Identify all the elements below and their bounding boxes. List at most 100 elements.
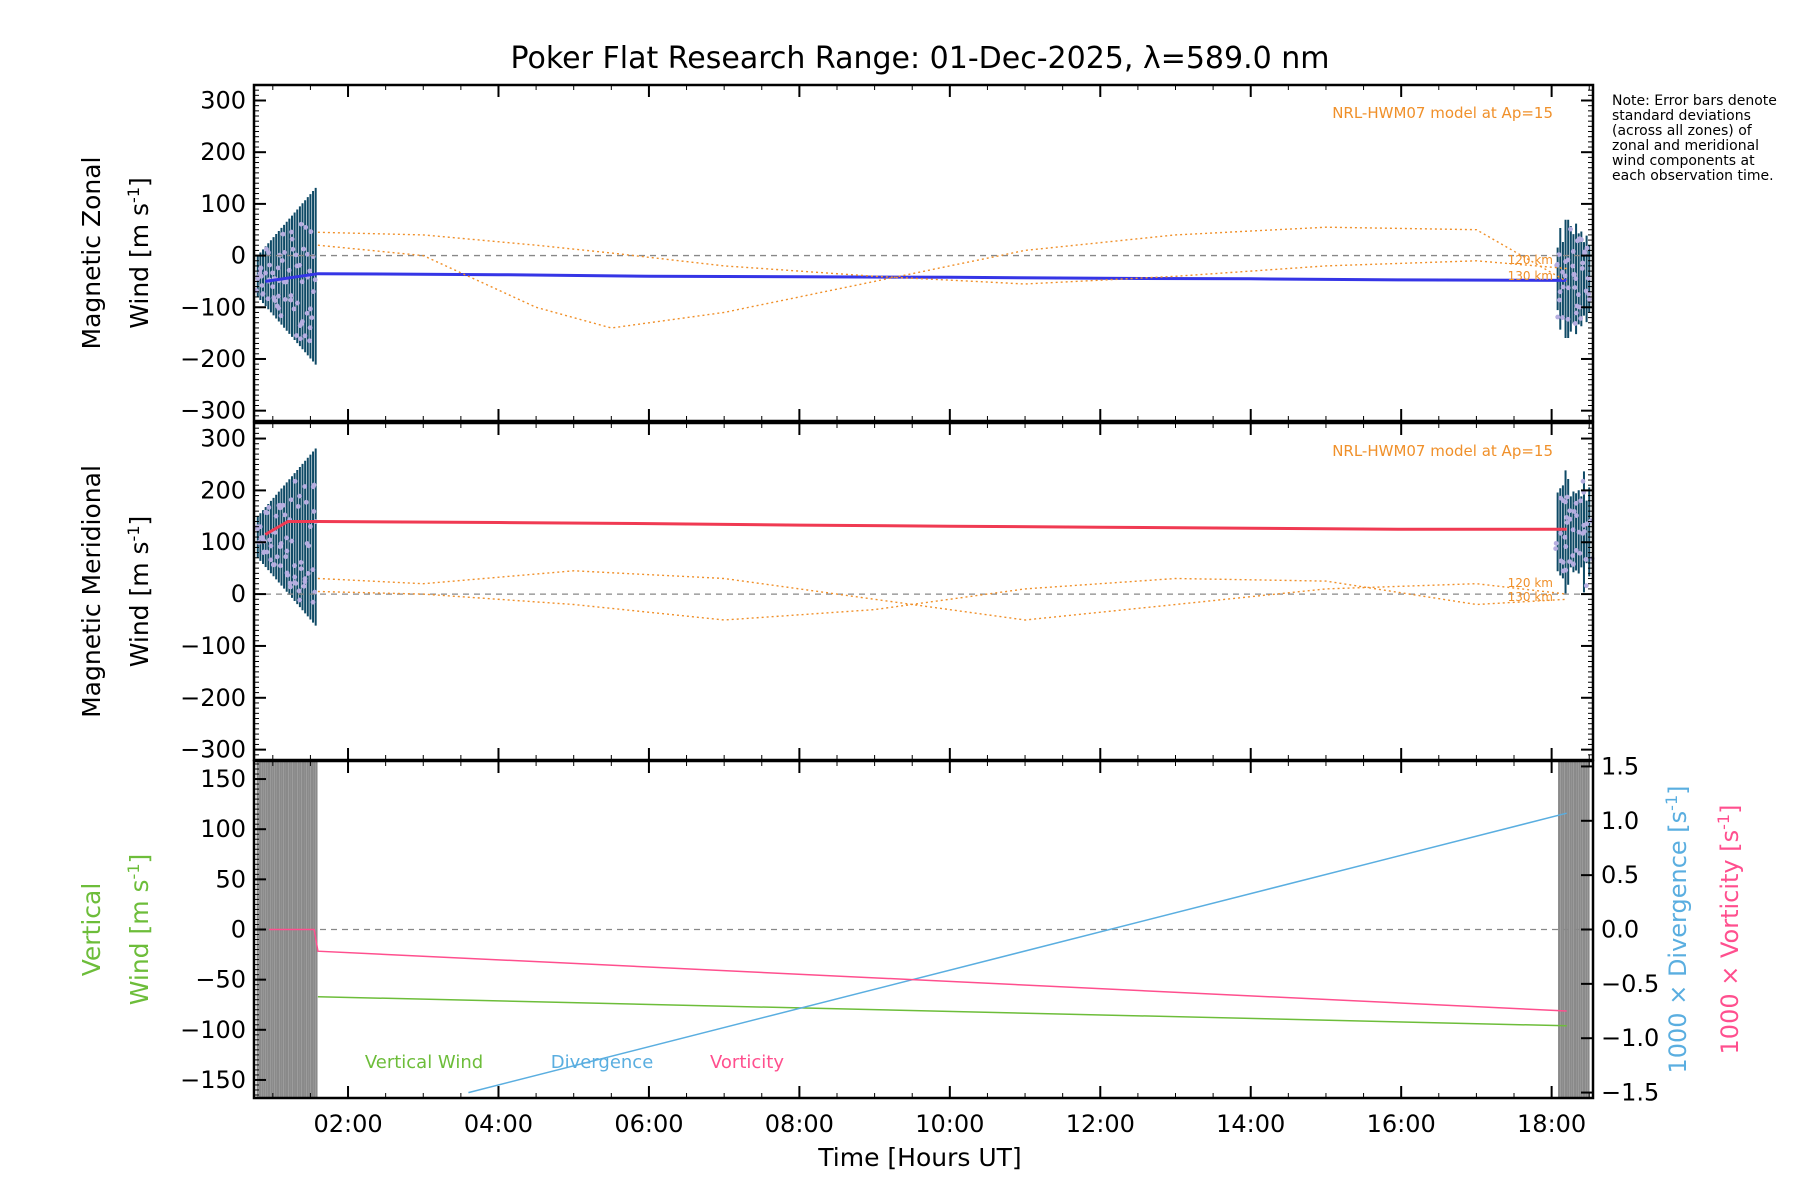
x-tick-label: 16:00 xyxy=(1367,1110,1436,1138)
y-tick-label: 0 xyxy=(231,580,246,608)
altitude-label: 130 km xyxy=(1508,269,1553,283)
scatter-point xyxy=(1573,547,1579,553)
scatter-point xyxy=(294,333,299,338)
scatter-point xyxy=(297,493,302,499)
scatter-point xyxy=(280,231,286,237)
scatter-point xyxy=(1563,499,1568,505)
scatter-point xyxy=(299,279,305,285)
scatter-point xyxy=(265,296,271,302)
scatter-point xyxy=(299,319,305,325)
y-tick-label: 100 xyxy=(200,528,246,556)
scatter-point xyxy=(1567,516,1573,522)
y2-tick-label: 1.0 xyxy=(1601,807,1639,835)
scatter-point xyxy=(1576,292,1581,298)
scatter-point xyxy=(1573,500,1579,506)
scatter-point xyxy=(261,550,266,555)
scatter-point xyxy=(1560,269,1565,275)
plot-frame xyxy=(252,421,1595,762)
scatter-point xyxy=(1578,498,1584,504)
scatter-point xyxy=(283,554,289,560)
scatter-point xyxy=(290,246,296,252)
scatter-point xyxy=(307,524,313,529)
scatter-point xyxy=(291,306,297,312)
scatter-point xyxy=(1562,534,1568,540)
y-tick-label: 200 xyxy=(200,138,246,166)
panel-2: 300 200 100 0 −100 −200 −300 Magnetic Meridiona… xyxy=(77,421,1595,764)
scatter-points xyxy=(253,221,1592,344)
legend-entry: Vertical Wind xyxy=(365,1052,483,1073)
scatter-point xyxy=(274,303,280,309)
scatter-point xyxy=(312,277,318,283)
scatter-point xyxy=(292,580,297,586)
scatter-point xyxy=(310,567,316,573)
model-annotation: NRL-HWM07 model at Ap=15 xyxy=(1332,104,1553,122)
y2-tick-label: 0.0 xyxy=(1601,916,1639,944)
y-tick-label: −100 xyxy=(180,1016,246,1044)
scatter-point xyxy=(303,499,309,505)
scatter-point xyxy=(1586,296,1592,302)
scatter-point xyxy=(1584,245,1590,251)
series-line xyxy=(317,570,1567,621)
scatter-point xyxy=(297,262,303,268)
scatter-point xyxy=(307,306,313,312)
y-axis-title: Wind [m s-1] xyxy=(124,854,154,1006)
scatter-point xyxy=(273,513,279,519)
scatter-point xyxy=(258,265,264,271)
scatter-point xyxy=(1570,553,1576,558)
scatter-point xyxy=(312,589,318,595)
scatter-point xyxy=(259,273,264,279)
scatter-point xyxy=(1585,275,1591,281)
plot-frame xyxy=(252,83,1595,423)
scatter-point xyxy=(298,566,304,572)
scatter-point xyxy=(1565,257,1571,263)
series-line xyxy=(317,231,1567,285)
scatter-point xyxy=(288,293,294,298)
y-axis-title: Wind [m s-1] xyxy=(124,516,154,668)
y-tick-label: −50 xyxy=(195,966,246,994)
scatter-point xyxy=(292,478,298,484)
scatter-point xyxy=(1562,273,1568,279)
scatter-point xyxy=(296,588,302,594)
scatter-point xyxy=(270,284,276,290)
scatter-point xyxy=(1553,546,1559,552)
y-tick-label: −100 xyxy=(180,632,246,660)
scatter-point xyxy=(284,535,290,541)
scatter-point xyxy=(292,574,298,580)
x-tick-label: 18:00 xyxy=(1517,1110,1586,1138)
scatter-point xyxy=(1556,252,1562,258)
y-tick-label: −150 xyxy=(180,1066,246,1094)
scatter-point xyxy=(1565,316,1571,322)
y-tick-label: 300 xyxy=(200,425,246,453)
scatter-point xyxy=(267,537,273,543)
y-axis-title: Vertical xyxy=(77,883,106,977)
scatter-point xyxy=(272,298,278,304)
scatter-point xyxy=(311,509,317,514)
scatter-point xyxy=(277,505,283,511)
scatter-point xyxy=(307,268,313,274)
scatter-point xyxy=(307,338,312,344)
scatter-point xyxy=(1560,315,1565,320)
scatter-point xyxy=(1571,272,1577,277)
series-line xyxy=(264,520,1567,536)
scatter-point xyxy=(1553,540,1559,546)
model-annotation: NRL-HWM07 model at Ap=15 xyxy=(1332,442,1553,460)
scatter-point xyxy=(307,325,313,331)
y-tick-label: −200 xyxy=(180,684,246,712)
y-tick-label: −300 xyxy=(180,736,246,764)
altitude-label: 130 km xyxy=(1508,590,1553,604)
scatter-point xyxy=(271,562,277,568)
scatter-point xyxy=(288,584,293,590)
scatter-point xyxy=(1577,550,1583,556)
legend-entry: Divergence xyxy=(551,1052,654,1073)
scatter-point xyxy=(301,583,307,589)
scatter-point xyxy=(1582,529,1587,534)
scatter-point xyxy=(1554,262,1560,268)
scatter-point xyxy=(1570,249,1576,254)
scatter-point xyxy=(1558,558,1564,564)
x-tick-label: 14:00 xyxy=(1216,1110,1285,1138)
altitude-label: 120 km xyxy=(1508,576,1553,590)
altitude-label: 120 km xyxy=(1508,253,1553,267)
scatter-point xyxy=(279,258,285,263)
scatter-point xyxy=(275,265,281,271)
